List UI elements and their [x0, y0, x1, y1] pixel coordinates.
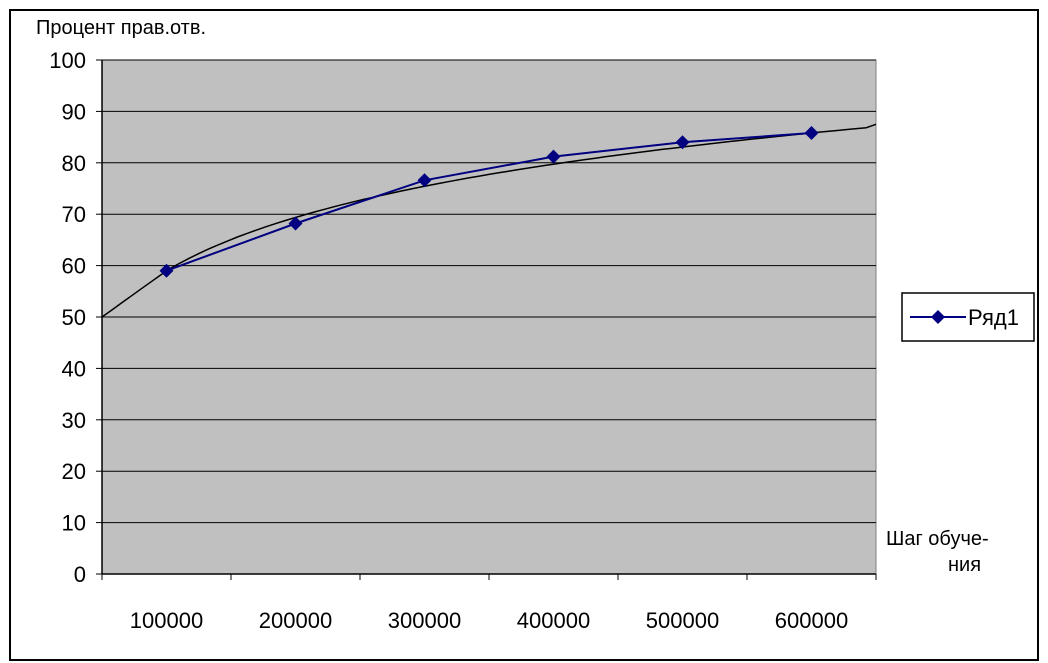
y-tick-label: 40	[62, 356, 86, 381]
legend: Ряд1	[901, 292, 1035, 342]
y-tick-label: 70	[62, 202, 86, 227]
x-axis-title-line2: ния	[948, 554, 981, 576]
data-point-marker	[546, 149, 561, 164]
x-tick-label: 300000	[388, 608, 461, 633]
x-tick-label: 200000	[259, 608, 332, 633]
x-tick-label: 500000	[646, 608, 719, 633]
y-tick-label: 80	[62, 151, 86, 176]
series-line	[166, 132, 812, 272]
legend-diamond-marker	[931, 310, 945, 324]
data-point-marker	[159, 263, 174, 278]
y-tick-labels: 0 10 20 30 40 50 60 70 80 90 100	[49, 48, 86, 587]
y-tick-label: 30	[62, 408, 86, 433]
y-axis-title: Процент прав.отв.	[36, 17, 206, 39]
trendline	[101, 123, 877, 318]
y-tick-label: 90	[62, 99, 86, 124]
y-tick-label: 10	[62, 511, 86, 536]
gridlines	[96, 59, 876, 575]
x-tick-labels: 100000 200000 300000 400000 500000 600000	[130, 608, 848, 633]
y-tick-label: 100	[49, 48, 86, 73]
trendline-layer	[101, 123, 877, 318]
x-tick-label: 400000	[517, 608, 590, 633]
data-point-marker	[804, 125, 819, 140]
y-tick-label: 20	[62, 459, 86, 484]
x-tick-label: 100000	[130, 608, 203, 633]
series-layer	[159, 125, 819, 278]
y-tick-label: 0	[74, 562, 86, 587]
x-tick-label: 600000	[775, 608, 848, 633]
legend-label: Ряд1	[968, 305, 1019, 330]
data-point-marker	[288, 216, 303, 231]
y-tick-label: 60	[62, 254, 86, 279]
data-point-marker	[675, 135, 690, 150]
x-axis-title-line1: Шаг обуче-	[886, 528, 989, 550]
data-point-marker	[417, 173, 432, 188]
y-tick-label: 50	[62, 305, 86, 330]
